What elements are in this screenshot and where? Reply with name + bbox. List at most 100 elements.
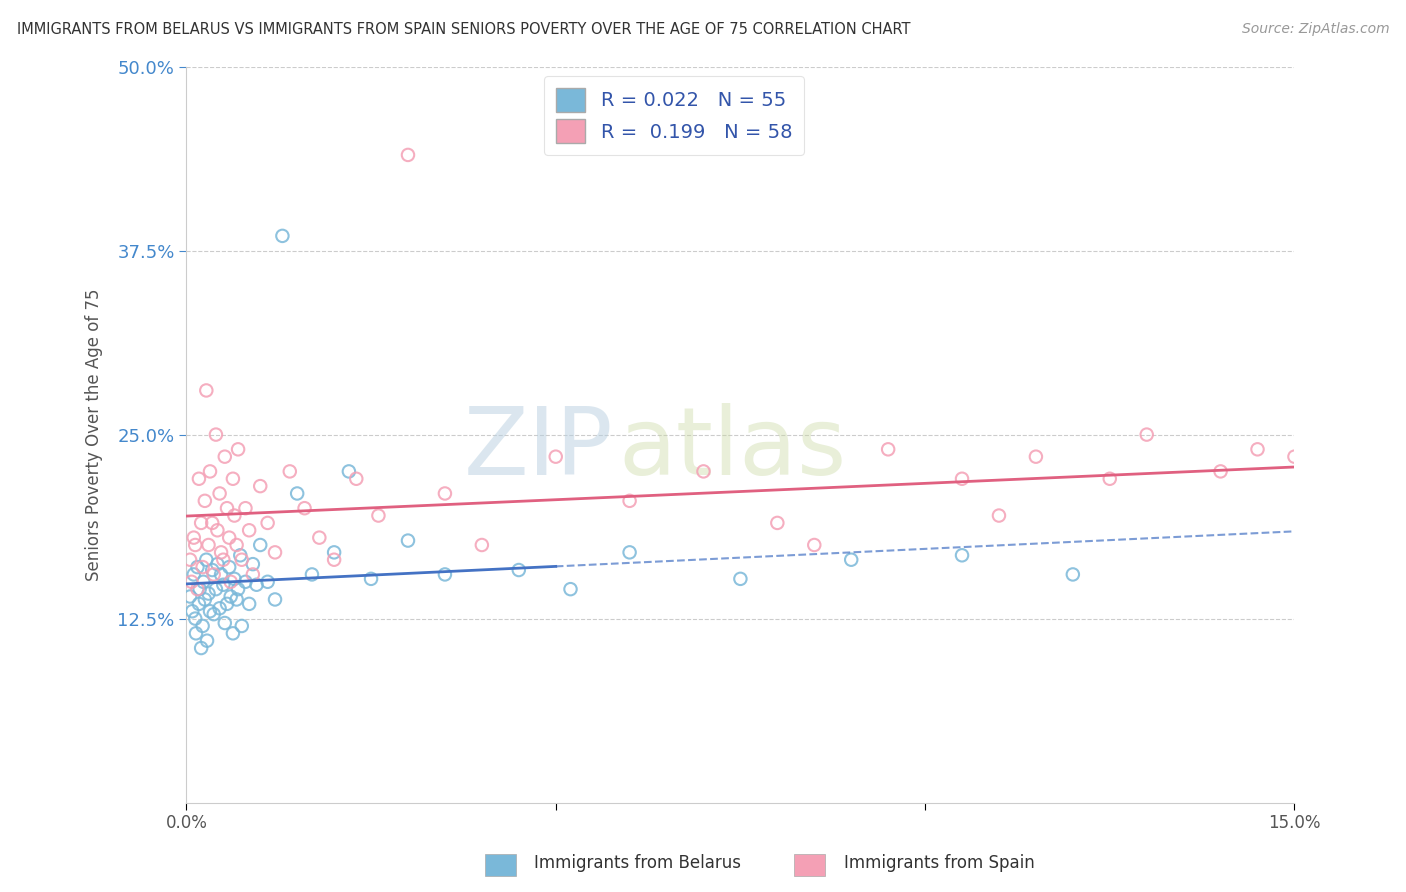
Point: [205, 582, 228, 596]
Point: [215, 501, 238, 516]
Point: [471, 538, 494, 552]
Point: [877, 442, 900, 457]
Point: [222, 626, 245, 640]
Point: [344, 472, 367, 486]
Point: [323, 545, 346, 559]
Point: [207, 523, 229, 537]
Point: [619, 545, 641, 559]
Point: [226, 582, 249, 596]
Point: [183, 567, 205, 582]
Point: [188, 582, 211, 596]
Point: [214, 450, 236, 464]
Point: [179, 590, 201, 604]
Point: [264, 592, 287, 607]
Point: [433, 486, 456, 500]
Point: [1284, 450, 1306, 464]
Point: [1062, 567, 1084, 582]
Point: [256, 574, 278, 589]
Point: [229, 549, 252, 563]
Text: Source: ZipAtlas.com: Source: ZipAtlas.com: [1241, 22, 1389, 37]
Point: [202, 607, 225, 622]
Point: [256, 516, 278, 530]
Point: [186, 560, 208, 574]
Point: [212, 578, 235, 592]
Point: [1246, 442, 1268, 457]
Point: [209, 567, 232, 582]
Point: [226, 442, 249, 457]
Text: IMMIGRANTS FROM BELARUS VS IMMIGRANTS FROM SPAIN SENIORS POVERTY OVER THE AGE OF: IMMIGRANTS FROM BELARUS VS IMMIGRANTS FR…: [17, 22, 910, 37]
Point: [184, 626, 207, 640]
Point: [544, 450, 567, 464]
Point: [184, 538, 207, 552]
Point: [187, 472, 209, 486]
Point: [222, 472, 245, 486]
Point: [214, 615, 236, 630]
Point: [208, 486, 231, 500]
Point: [278, 464, 301, 478]
Point: [179, 552, 201, 566]
Point: [184, 611, 207, 625]
Point: [201, 516, 224, 530]
Point: [197, 538, 219, 552]
Point: [1025, 450, 1047, 464]
Text: ZIP: ZIP: [464, 403, 613, 495]
Point: [1209, 464, 1232, 478]
Point: [194, 592, 217, 607]
Point: [367, 508, 389, 523]
Point: [198, 464, 221, 478]
Point: [195, 552, 218, 566]
Point: [208, 601, 231, 615]
Point: [249, 479, 271, 493]
Point: [360, 572, 382, 586]
Point: [271, 228, 294, 243]
Point: [219, 574, 242, 589]
Point: [231, 552, 253, 566]
Point: [337, 464, 360, 478]
Point: [1320, 552, 1343, 566]
Y-axis label: Seniors Poverty Over the Age of 75: Seniors Poverty Over the Age of 75: [86, 288, 103, 581]
Point: [218, 531, 240, 545]
Point: [224, 508, 246, 523]
Text: Immigrants from Spain: Immigrants from Spain: [844, 855, 1035, 872]
Point: [197, 586, 219, 600]
Point: [301, 567, 323, 582]
Point: [730, 572, 752, 586]
Point: [1098, 472, 1121, 486]
Point: [560, 582, 582, 596]
Point: [225, 592, 247, 607]
Point: [231, 619, 253, 633]
Point: [209, 545, 232, 559]
Point: [238, 597, 260, 611]
Point: [202, 567, 225, 582]
Point: [212, 552, 235, 566]
Point: [235, 574, 257, 589]
Point: [950, 549, 973, 563]
Point: [242, 557, 264, 571]
Point: [839, 552, 862, 566]
Point: [193, 574, 215, 589]
Point: [692, 464, 714, 478]
Point: [396, 148, 419, 162]
Point: [195, 633, 218, 648]
Point: [766, 516, 789, 530]
Point: [225, 538, 247, 552]
Point: [433, 567, 456, 582]
Point: [198, 604, 221, 618]
Point: [191, 560, 214, 574]
Point: [249, 538, 271, 552]
Point: [181, 604, 204, 618]
Point: [242, 567, 264, 582]
Point: [396, 533, 419, 548]
Point: [207, 557, 229, 571]
Point: [205, 427, 228, 442]
Text: Immigrants from Belarus: Immigrants from Belarus: [534, 855, 741, 872]
Point: [187, 597, 209, 611]
Point: [987, 508, 1010, 523]
Text: atlas: atlas: [619, 403, 846, 495]
Point: [180, 574, 202, 589]
Point: [245, 578, 267, 592]
Point: [308, 531, 330, 545]
Point: [323, 552, 346, 566]
Point: [218, 560, 240, 574]
Point: [224, 572, 246, 586]
